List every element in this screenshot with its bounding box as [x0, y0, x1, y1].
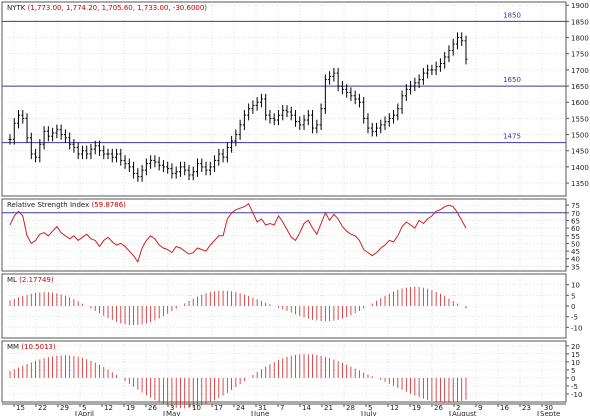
rsi-panel — [2, 202, 566, 263]
x-tick-label-5: 19 — [126, 404, 135, 412]
ytick-label-rsi-65: 65 — [571, 217, 580, 225]
price-frame — [1, 1, 567, 197]
month-label-0: April — [78, 410, 94, 416]
ytick-label-price-1500: 1500 — [571, 132, 589, 140]
ytick-label-price-1350: 1350 — [571, 180, 589, 188]
price-title-value: (1,773.00, 1,774.20, 1,705.60, 1,733.00,… — [28, 4, 208, 12]
month-label-4: August — [452, 410, 477, 416]
ytick-label-mm-10: 10 — [571, 359, 580, 367]
x-tick-label-24: 30 — [544, 404, 553, 412]
ytick-label-ml--10: -10 — [571, 324, 582, 332]
ytick-label-rsi-40: 40 — [571, 256, 580, 264]
ytick-label-ml-0: 0 — [571, 303, 575, 311]
x-tick-label-23: 23 — [522, 404, 531, 412]
x-tick-label-22: 16 — [500, 404, 509, 412]
x-tick-label-11: 31 — [258, 404, 267, 412]
ytick-label-price-1550: 1550 — [571, 115, 589, 123]
x-tick-label-8: 10 — [192, 404, 201, 412]
ytick-label-ml-5: 5 — [571, 292, 575, 300]
mm-title: MM (10.5013) — [7, 343, 56, 351]
mm-frame — [1, 340, 567, 403]
ytick-label-price-1850: 1850 — [571, 18, 589, 26]
x-tick-label-21: 9 — [478, 404, 482, 412]
y-axis-labels: 1350140014501500155016001650170017501800… — [566, 2, 589, 399]
ytick-label-price-1650: 1650 — [571, 83, 589, 91]
x-tick-label-17: 12 — [390, 404, 399, 412]
rsi-line — [9, 202, 467, 263]
x-tick-label-12: 7 — [280, 404, 284, 412]
price-title-name: NYTK — [7, 4, 28, 12]
ytick-label-ml--5: -5 — [571, 314, 578, 322]
x-tick-label-1: 22 — [38, 404, 47, 412]
ytick-label-rsi-70: 70 — [571, 210, 580, 218]
ytick-label-price-1450: 1450 — [571, 148, 589, 156]
x-tick-label-14: 21 — [324, 404, 333, 412]
mm-title-name: MM — [7, 343, 21, 351]
x-tick-label-18: 19 — [412, 404, 421, 412]
panel-titles: NYTK (1,773.00, 1,774.20, 1,705.60, 1,73… — [7, 4, 207, 351]
ytick-label-rsi-75: 75 — [571, 202, 580, 210]
ytick-label-mm-5: 5 — [571, 367, 575, 375]
rsi-title: Relative Strength Index (59.8786) — [7, 201, 126, 209]
ytick-label-mm--5: -5 — [571, 383, 578, 391]
x-axis: 15 22 29 5 12 19 26 3 10 17 24 31 7 14 21 28 5 12 19 26 2 9 16… — [2, 403, 566, 416]
mm-panel — [9, 354, 467, 409]
ytick-label-price-1400: 1400 — [571, 164, 589, 172]
x-tick-label-20: 2 — [456, 404, 460, 412]
price-title: NYTK (1,773.00, 1,774.20, 1,705.60, 1,73… — [7, 4, 207, 12]
ytick-label-price-1700: 1700 — [571, 67, 589, 75]
hline-label-1850: 1850 — [503, 11, 521, 19]
hline-label-1475: 1475 — [503, 133, 521, 141]
ytick-label-mm--10: -10 — [571, 391, 582, 399]
x-tick-label-0: 15 — [16, 404, 25, 412]
ytick-label-price-1750: 1750 — [571, 51, 589, 59]
price-panel: 1850 1650 1475 — [2, 11, 566, 182]
month-label-1: May — [166, 410, 180, 416]
x-tick-label-10: 24 — [236, 404, 245, 412]
ytick-label-price-1800: 1800 — [571, 35, 589, 43]
x-tick-label-3: 5 — [82, 404, 86, 412]
ytick-label-price-1600: 1600 — [571, 99, 589, 107]
ml-title: ML (2.17749) — [7, 276, 54, 284]
x-tick-label-15: 28 — [346, 404, 355, 412]
x-tick-label-4: 12 — [104, 404, 113, 412]
x-tick-label-9: 17 — [214, 404, 223, 412]
month-label-3: July — [363, 410, 377, 416]
ytick-label-mm-15: 15 — [571, 351, 580, 359]
x-tick-label-6: 26 — [148, 404, 157, 412]
ml-title-name: ML — [7, 276, 19, 284]
ytick-label-rsi-50: 50 — [571, 240, 580, 248]
x-tick-label-7: 3 — [170, 404, 174, 412]
ytick-label-rsi-45: 45 — [571, 248, 580, 256]
ytick-label-rsi-60: 60 — [571, 225, 580, 233]
ytick-label-rsi-35: 35 — [571, 263, 580, 271]
x-tick-label-19: 26 — [434, 404, 443, 412]
month-label-2: June — [253, 410, 269, 416]
ytick-label-mm-0: 0 — [571, 375, 575, 383]
mm-title-value: (10.5013) — [21, 343, 56, 351]
ytick-label-ml-10: 10 — [571, 282, 580, 290]
hline-label-1650: 1650 — [503, 76, 521, 84]
x-tick-label-2: 29 — [60, 404, 69, 412]
x-tick-label-13: 14 — [302, 404, 311, 412]
rsi-title-name: Relative Strength Index — [7, 201, 91, 209]
ml-title-value: (2.17749) — [19, 276, 54, 284]
rsi-frame — [1, 198, 567, 272]
x-tick-label-16: 5 — [368, 404, 372, 412]
ytick-label-rsi-55: 55 — [571, 233, 580, 241]
gridlines — [2, 2, 566, 402]
month-label-5: Septe — [540, 410, 560, 416]
ml-panel — [9, 286, 467, 326]
rsi-title-value: (59.8786) — [91, 201, 126, 209]
ytick-label-mm-20: 20 — [571, 343, 580, 351]
ytick-label-price-1900: 1900 — [571, 2, 589, 10]
